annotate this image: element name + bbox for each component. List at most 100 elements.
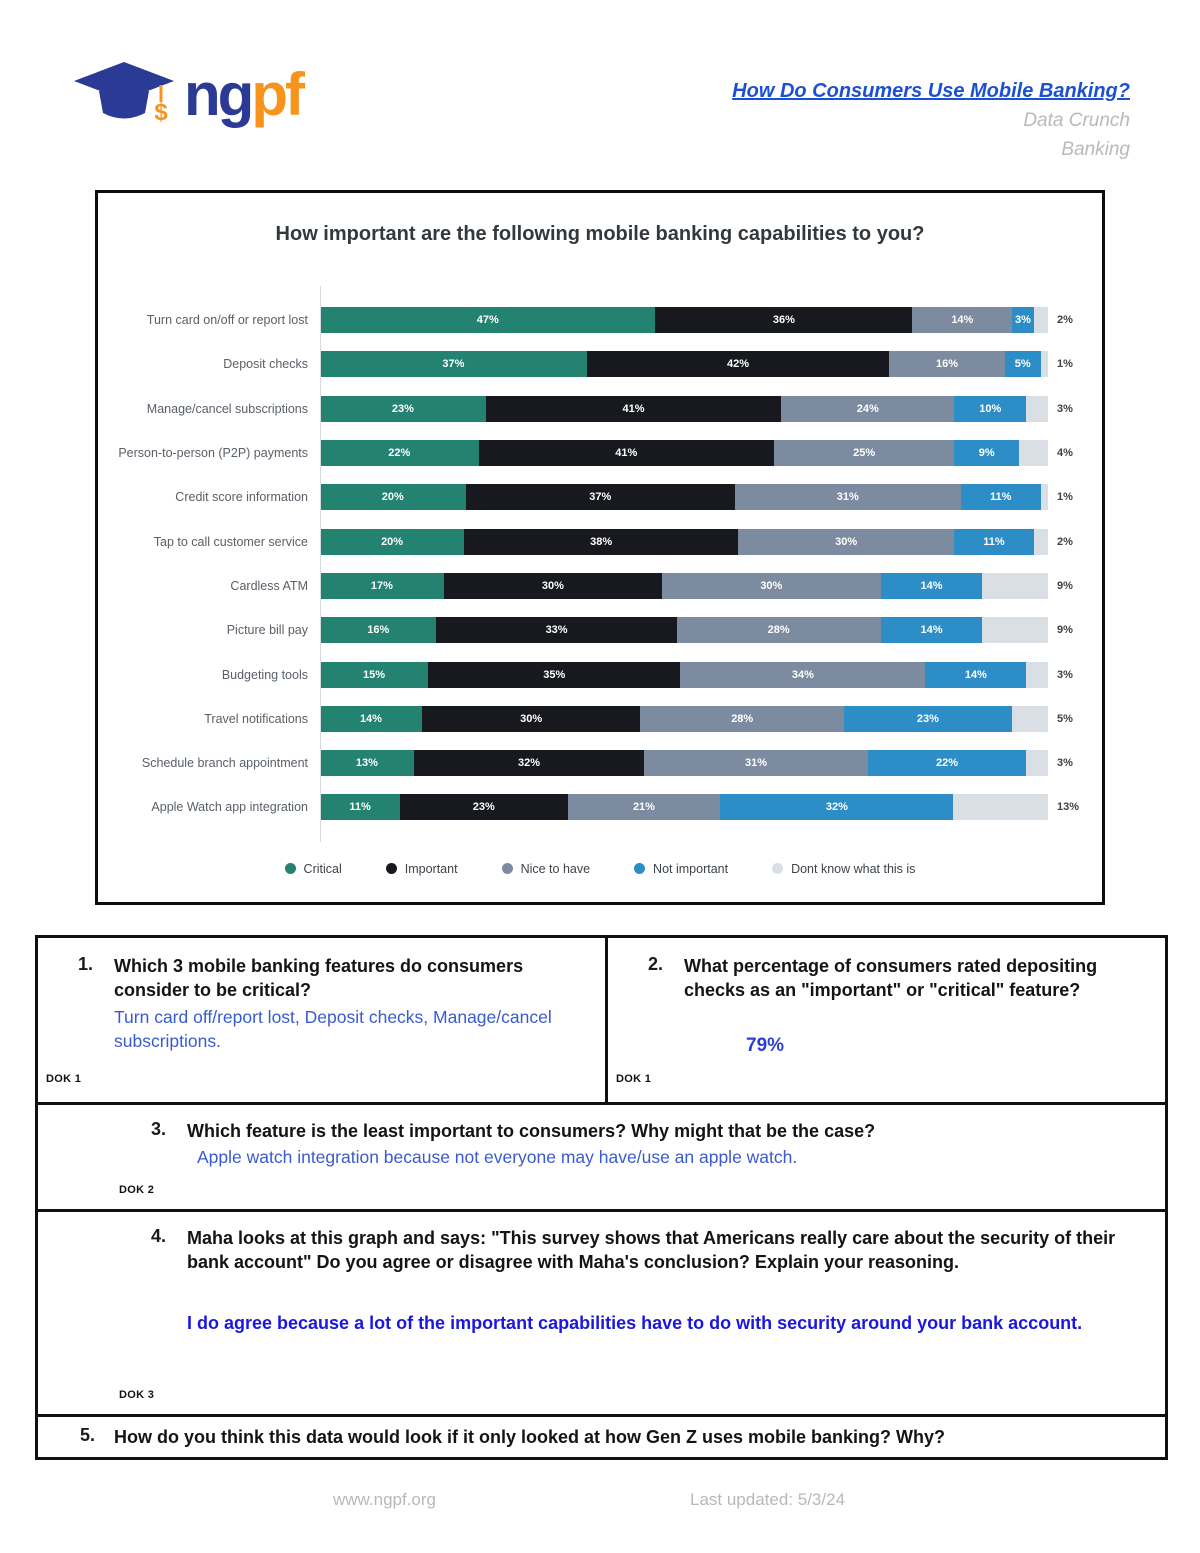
chart-row: Picture bill pay 16% 33% 28% 14% 9% [98,608,1102,652]
legend-label: Critical [303,861,342,876]
legend-label: Not important [653,861,729,876]
segment-critical: 13% [320,750,414,777]
segment-important: 36% [655,307,913,334]
question-2-text: What percentage of consumers rated depos… [684,956,1098,1001]
chart-row: Apple Watch app integration 11% 23% 21% 32% 1… [98,785,1102,829]
segment-dont-know-what-this-is [1026,661,1048,688]
segment-nice-to-have: 16% [889,351,1005,378]
category-label: Travel notifications [204,711,308,726]
question-4-number: 4. [151,1226,167,1246]
segment-not-important: 10% [954,395,1027,422]
chart-row: Cardless ATM 17% 30% 30% 14% 9% [98,564,1102,608]
chart-row: Credit score information 20% 37% 31% 11% 1% [98,475,1102,519]
document-header: How Do Consumers Use Mobile Banking? Dat… [732,80,1130,164]
chart-row: Person-to-person (P2P) payments 22% 41% 25%… [98,431,1102,475]
segment-not-important: 11% [954,528,1034,555]
stacked-bar: 16% 33% 28% 14% [320,617,1048,644]
segment-nice-to-have: 28% [676,617,881,644]
segment-critical: 17% [320,572,444,599]
stacked-bar: 20% 37% 31% 11% [320,484,1048,511]
question-1-answer: Turn card off/report lost, Deposit check… [114,1006,552,1052]
segment-nice-to-have: 21% [567,794,721,821]
segment-critical: 22% [320,440,479,467]
category-label: Credit score information [175,490,308,505]
outside-label: 13% [1057,801,1080,814]
segment-nice-to-have: 28% [640,705,845,732]
segment-critical: 14% [320,705,422,732]
chart-title: How important are the following mobile b… [275,223,925,245]
segment-important: 42% [586,351,890,378]
category-label: Tap to call customer service [153,534,308,549]
segment-not-important: 11% [960,484,1041,511]
segment-dont-know-what-this-is [1026,395,1048,422]
svg-text:$: $ [154,99,168,126]
segment-dont-know-what-this-is [982,617,1048,644]
segment-critical: 37% [320,351,587,378]
segment-nice-to-have: 14% [912,307,1013,334]
segment-dont-know-what-this-is [1011,705,1048,732]
question-4-dok: DOK 3 [119,1389,155,1401]
segment-dont-know-what-this-is [1019,440,1048,467]
question-3-text: Which feature is the least important to … [187,1121,876,1141]
segment-not-important: 9% [954,440,1020,467]
segment-critical: 15% [320,661,429,688]
question-4-answer: I do agree because a lot of the importan… [187,1312,1083,1333]
chart-row: Manage/cancel subscriptions 23% 41% 24% 10% 3… [98,387,1102,431]
doc-subtitle-banking: Banking [1061,138,1130,160]
question-5-cell: 5. How do you think this data would look… [35,1414,1168,1460]
segment-important: 35% [428,661,681,688]
segment-not-important: 14% [880,617,983,644]
stacked-bar: 22% 41% 25% 9% [320,440,1048,467]
outside-label: 9% [1057,624,1073,637]
question-3-dok: DOK 2 [119,1184,155,1196]
segment-important: 41% [485,395,782,422]
segment-dont-know-what-this-is [982,572,1048,599]
segment-important: 32% [413,750,645,777]
segment-important: 33% [436,617,677,644]
questions-row-1: 1. Which 3 mobile banking features do co… [35,935,1168,1105]
question-4-text: Maha looks at this graph and says: "This… [187,1228,1116,1273]
chart-row: Deposit checks 37% 42% 16% 5% 1% [98,342,1102,386]
outside-label: 5% [1057,712,1073,725]
legend-dot [385,863,397,875]
graduation-cap-icon: $ [74,62,174,126]
question-2-answer: 79% [746,1034,785,1056]
category-label: Person-to-person (P2P) payments [118,446,308,461]
legend-label: Important [404,861,458,876]
outside-label: 2% [1057,314,1073,327]
segment-not-important: 23% [844,705,1012,732]
segment-important: 30% [443,572,663,599]
stacked-bar: 47% 36% 14% 3% [320,307,1048,334]
stacked-bar: 13% 32% 31% 22% [320,750,1048,777]
outside-label: 1% [1057,358,1073,371]
outside-label: 3% [1057,668,1073,681]
segment-critical: 47% [320,307,656,334]
questions-table: 1. Which 3 mobile banking features do co… [35,935,1168,1460]
category-label: Cardless ATM [230,578,308,593]
category-label: Budgeting tools [221,667,308,682]
segment-nice-to-have: 25% [774,440,955,467]
question-2-number: 2. [648,954,664,974]
doc-title-link[interactable]: How Do Consumers Use Mobile Banking? [732,80,1130,102]
question-1-text: Which 3 mobile banking features do consu… [114,956,524,1001]
chart-panel: How important are the following mobile b… [95,190,1105,905]
stacked-bar: 37% 42% 16% 5% [320,351,1048,378]
ngpf-logo: $ ngpf [72,58,305,132]
legend-item: Critical [284,861,342,876]
stacked-bar: 23% 41% 24% 10% [320,395,1048,422]
footer-url: www.ngpf.org [333,1490,436,1509]
chart-row: Tap to call customer service 20% 38% 30% 11%… [98,519,1102,563]
doc-subtitle-data-crunch: Data Crunch [1023,110,1130,131]
stacked-bar: 17% 30% 30% 14% [320,572,1048,599]
chart-rows: Turn card on/off or report lost 47% 36% 14%… [98,286,1102,842]
category-label: Apple Watch app integration [151,800,308,815]
segment-not-important: 14% [880,572,983,599]
stacked-bar: 14% 30% 28% 23% [320,705,1048,732]
segment-not-important: 3% [1012,307,1034,334]
outside-label: 9% [1057,579,1073,592]
question-5-number: 5. [80,1424,96,1445]
question-1-dok: DOK 1 [46,1073,82,1085]
chart-row: Travel notifications 14% 30% 28% 23% 5% [98,697,1102,741]
question-4-cell: 4. Maha looks at this graph and says: "T… [35,1209,1168,1417]
legend-dot [634,863,646,875]
